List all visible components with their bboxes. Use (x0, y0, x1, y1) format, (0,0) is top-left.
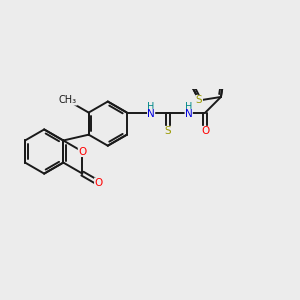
Text: H: H (185, 102, 192, 112)
Text: O: O (94, 178, 103, 188)
Text: S: S (164, 126, 171, 136)
Text: H: H (147, 102, 155, 112)
Text: S: S (196, 95, 202, 105)
Text: N: N (185, 109, 193, 119)
Text: O: O (201, 126, 209, 136)
Text: O: O (78, 146, 87, 157)
Text: CH₃: CH₃ (59, 95, 77, 105)
Text: N: N (147, 109, 155, 119)
